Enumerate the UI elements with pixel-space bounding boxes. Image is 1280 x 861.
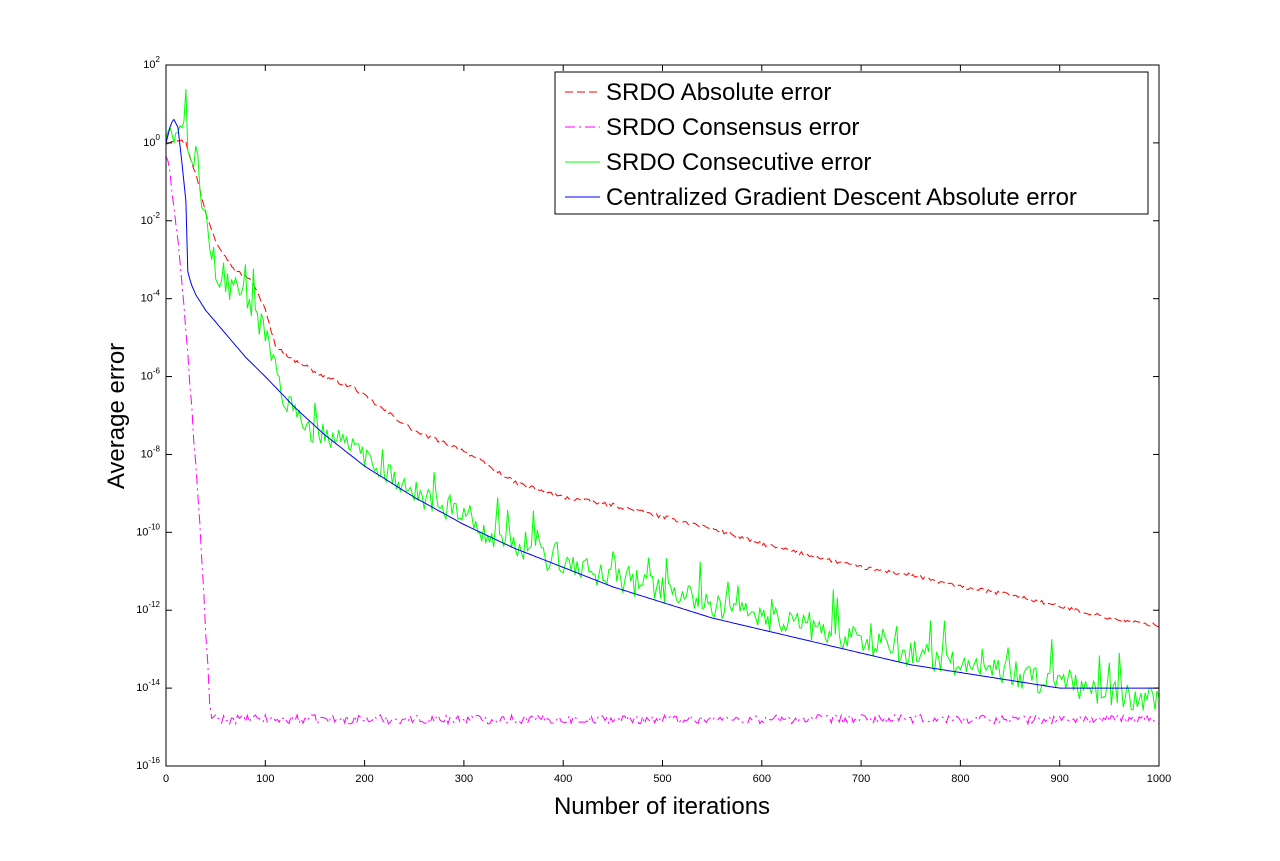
- series-line-4: [165, 118, 1159, 689]
- y-tick-label: 10-4: [141, 289, 161, 305]
- y-tick-base: 10: [141, 371, 153, 383]
- series-layer: [165, 89, 1160, 726]
- y-tick-exponent: -4: [153, 289, 161, 298]
- x-tick-label: 500: [653, 773, 671, 785]
- x-axis-label: Number of iterations: [554, 793, 770, 820]
- y-tick-exponent: 2: [156, 55, 161, 64]
- x-tick-label: 1000: [1147, 773, 1171, 785]
- x-tick-label: 600: [753, 773, 771, 785]
- y-tick-label: 10-12: [136, 600, 160, 616]
- legend-entry-label: SRDO Consensus error: [606, 114, 859, 141]
- y-tick-label: 10-8: [141, 444, 161, 460]
- x-tick-label: 200: [355, 773, 373, 785]
- x-tick-label: 900: [1051, 773, 1069, 785]
- legend-entry-label: SRDO Consecutive error: [606, 149, 871, 176]
- y-tick-label: 10-6: [141, 367, 161, 383]
- x-tick-label: 400: [554, 773, 572, 785]
- series-line-3: [165, 89, 1160, 711]
- y-tick-base: 10: [143, 137, 155, 149]
- y-tick-exponent: -16: [148, 756, 160, 765]
- y-tick-base: 10: [136, 760, 148, 772]
- y-tick-label: 10-2: [141, 211, 161, 227]
- y-tick-label: 10-10: [136, 522, 160, 538]
- y-tick-exponent: -2: [153, 211, 161, 220]
- y-tick-exponent: -10: [148, 522, 160, 531]
- y-tick-exponent: -14: [148, 678, 160, 687]
- x-tick-label: 300: [455, 773, 473, 785]
- legend-entry-label: Centralized Gradient Descent Absolute er…: [606, 184, 1077, 211]
- x-tick-label: 700: [852, 773, 870, 785]
- y-tick-label: 10-16: [136, 756, 160, 772]
- y-tick-base: 10: [141, 215, 153, 227]
- legend-entry-label: SRDO Absolute error: [606, 79, 831, 106]
- y-tick-exponent: -12: [148, 600, 160, 609]
- y-tick-exponent: -8: [153, 444, 161, 453]
- x-tick-label: 800: [951, 773, 969, 785]
- y-tick-base: 10: [141, 448, 153, 460]
- y-axis-ticks: 10210010-210-410-610-810-1010-1210-1410-…: [136, 55, 1159, 772]
- legend: SRDO Absolute error SRDO Consensus error S…: [554, 71, 1149, 215]
- series-line-1: [166, 139, 1160, 628]
- y-tick-exponent: -6: [153, 367, 161, 376]
- y-tick-exponent: 0: [156, 133, 161, 142]
- y-tick-base: 10: [136, 526, 148, 538]
- x-tick-label: 100: [256, 773, 274, 785]
- legend-box: [554, 71, 1149, 215]
- y-tick-label: 10-14: [136, 678, 160, 694]
- series-line-2: [165, 156, 1160, 726]
- x-axis-ticks: 0 100 200 300 400 500 600 700 800 900 1000: [163, 65, 1171, 785]
- y-tick-label: 102: [143, 55, 160, 71]
- y-tick-base: 10: [143, 59, 155, 71]
- x-tick-label: 0: [163, 773, 169, 785]
- y-tick-label: 100: [143, 133, 160, 149]
- y-tick-base: 10: [141, 293, 153, 305]
- y-axis-label: Average error: [103, 343, 130, 489]
- y-tick-base: 10: [136, 682, 148, 694]
- y-tick-base: 10: [136, 604, 148, 616]
